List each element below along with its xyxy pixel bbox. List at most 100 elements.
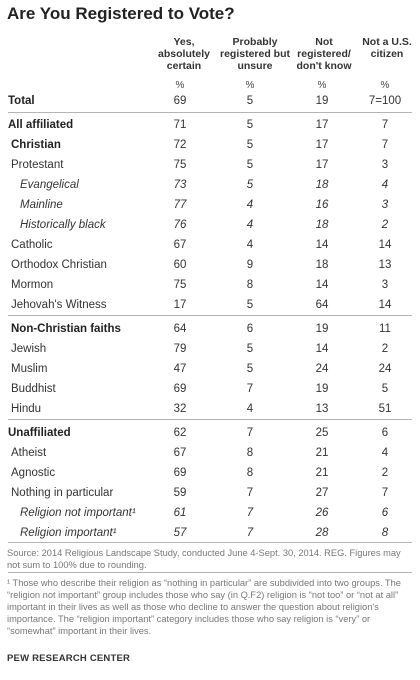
col-header-certain: Yes, absolutely certain <box>158 36 210 72</box>
unit-label: % <box>380 80 390 91</box>
row-label: Buddhist <box>11 383 56 395</box>
table-row: Unaffiliated 62 7 25 6 <box>0 424 420 444</box>
cell-value: 7 <box>381 139 389 151</box>
cell-value: 64 <box>315 299 329 311</box>
cell-value: 18 <box>315 179 329 191</box>
cell-value: 5 <box>246 343 254 355</box>
row-label: Total <box>8 95 35 107</box>
cell-value: 69 <box>173 467 187 479</box>
cell-value: 14 <box>378 239 392 251</box>
cell-value: 17 <box>315 159 329 171</box>
table-row: Religion important¹ 57 7 28 8 <box>0 524 420 544</box>
cell-value: 32 <box>173 403 187 415</box>
cell-value: 17 <box>173 299 187 311</box>
table-row: Religion not important¹ 61 7 26 6 <box>0 504 420 524</box>
row-label: Muslim <box>11 363 48 375</box>
column-headers: Yes, absolutely certain Probably registered… <box>0 36 420 76</box>
cell-value: 14 <box>378 299 392 311</box>
units-row: % % % % <box>0 80 420 92</box>
cell-value: 4 <box>381 447 389 459</box>
table-row: Jewish 79 5 14 2 <box>0 340 420 360</box>
footnote: ¹ Those who describe their religion as “… <box>7 578 401 636</box>
table-row: All affiliated 71 5 17 7 <box>0 116 420 136</box>
row-label: Evangelical <box>20 179 79 191</box>
table-row: Buddhist 69 7 19 5 <box>0 380 420 400</box>
cell-value: 27 <box>315 487 329 499</box>
cell-value: 11 <box>379 323 391 335</box>
row-label: Historically black <box>20 219 106 231</box>
cell-value: 3 <box>381 159 389 171</box>
cell-value: 8 <box>246 467 254 479</box>
cell-value: 5 <box>246 299 254 311</box>
cell-value: 8 <box>246 279 254 291</box>
col-header-probably: Probably registered but unsure <box>219 36 290 72</box>
cell-value: 7 <box>381 487 389 499</box>
table-row: Mainline 77 4 16 3 <box>0 196 420 216</box>
cell-value: 4 <box>381 179 389 191</box>
cell-value: 2 <box>381 467 389 479</box>
table-row: Non-Christian faiths 64 6 19 11 <box>0 320 420 340</box>
cell-value: 60 <box>173 259 187 271</box>
cell-value: 24 <box>315 363 329 375</box>
cell-value: 6 <box>246 323 254 335</box>
table-row: Agnostic 69 8 21 2 <box>0 464 420 484</box>
page-title: Are You Registered to Vote? <box>7 4 235 23</box>
cell-value: 8 <box>246 447 254 459</box>
cell-value: 5 <box>381 383 389 395</box>
cell-value: 77 <box>173 199 187 211</box>
cell-value: 17 <box>315 119 329 131</box>
row-label: All affiliated <box>8 119 74 131</box>
cell-value: 21 <box>315 467 329 479</box>
row-label: Non-Christian faiths <box>11 323 121 335</box>
row-label: Nothing in particular <box>11 487 114 499</box>
cell-value: 75 <box>173 279 187 291</box>
cell-value: 5 <box>246 159 254 171</box>
cell-value: 64 <box>173 323 187 335</box>
table-row: Muslim 47 5 24 24 <box>0 360 420 380</box>
cell-value: 9 <box>246 259 254 271</box>
table-row: Jehovah's Witness 17 5 64 14 <box>0 296 420 316</box>
cell-value: 5 <box>246 119 254 131</box>
cell-value: 71 <box>173 119 187 131</box>
unit-label: % <box>245 80 255 91</box>
cell-value: 7 <box>246 487 254 499</box>
cell-value: 16 <box>315 199 329 211</box>
row-label: Mormon <box>11 279 54 291</box>
cell-value: 5 <box>246 139 254 151</box>
row-label: Religion not important¹ <box>20 507 136 519</box>
row-label: Religion important¹ <box>20 527 117 539</box>
cell-value: 57 <box>173 527 187 539</box>
cell-value: 69 <box>173 95 187 107</box>
cell-value: 13 <box>315 403 329 415</box>
cell-value: 62 <box>173 427 187 439</box>
table-row: Evangelical 73 5 18 4 <box>0 176 420 196</box>
row-label: Agnostic <box>11 467 56 479</box>
brand-label: PEW RESEARCH CENTER <box>7 653 131 664</box>
cell-value: 6 <box>381 427 389 439</box>
cell-value: 25 <box>315 427 329 439</box>
cell-value: 24 <box>378 363 392 375</box>
cell-value: 3 <box>381 199 389 211</box>
cell-value: 8 <box>381 527 389 539</box>
cell-value: 2 <box>381 343 389 355</box>
cell-value: 21 <box>315 447 329 459</box>
cell-value: 4 <box>246 403 254 415</box>
table-row: Nothing in particular 59 7 27 7 <box>0 484 420 504</box>
cell-value: 13 <box>378 259 392 271</box>
cell-value: 73 <box>173 179 187 191</box>
source-note: Source: 2014 Religious Landscape Study, … <box>7 548 401 570</box>
divider <box>8 315 412 316</box>
cell-value: 75 <box>173 159 187 171</box>
unit-label: % <box>175 80 185 91</box>
col-header-not-citizen: Not a U.S. citizen <box>362 36 412 60</box>
cell-value: 47 <box>173 363 187 375</box>
cell-value: 69 <box>173 383 187 395</box>
table-row: Total 69 5 19 7=100 <box>0 92 420 112</box>
row-label: Christian <box>11 139 61 151</box>
cell-value: 4 <box>246 199 254 211</box>
cell-value: 7 <box>246 427 254 439</box>
cell-value: 19 <box>315 383 329 395</box>
cell-value: 7 <box>381 119 389 131</box>
cell-value: 5 <box>246 95 254 107</box>
cell-value: 28 <box>315 527 329 539</box>
